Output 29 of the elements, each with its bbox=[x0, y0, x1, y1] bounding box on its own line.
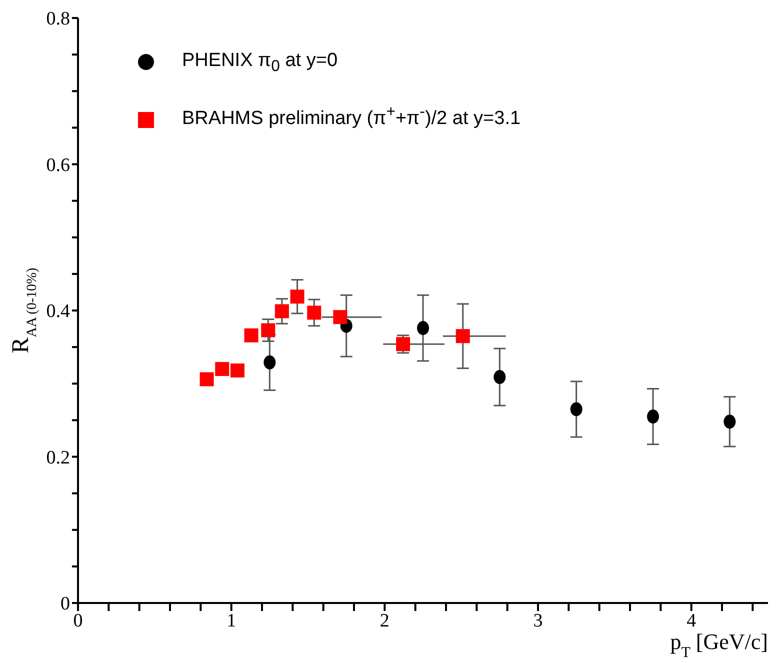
x-axis-title: p$_{T}$ [GeV/c] bbox=[670, 629, 768, 661]
point bbox=[261, 323, 276, 338]
point bbox=[264, 355, 276, 370]
point bbox=[494, 370, 506, 384]
legend-label: PHENIX π$_{0}$ at y=0 bbox=[182, 50, 338, 75]
point bbox=[230, 363, 244, 378]
y-tick-label: 0.6 bbox=[46, 154, 70, 176]
x-tick-label: 2 bbox=[380, 610, 390, 632]
point bbox=[274, 304, 289, 318]
point bbox=[200, 372, 214, 386]
point bbox=[456, 329, 470, 344]
y-tick-label: 0.2 bbox=[46, 447, 70, 468]
point bbox=[724, 414, 736, 429]
point bbox=[333, 310, 348, 324]
point bbox=[244, 328, 258, 342]
x-tick-label: 4 bbox=[686, 610, 697, 632]
point bbox=[647, 410, 659, 424]
y-tick-label: 0 bbox=[60, 594, 70, 615]
point bbox=[290, 290, 304, 304]
legend-label: BRAHMS preliminary (π$^{+}$+π$^{-}$)/2 at y=3.1 bbox=[182, 104, 521, 130]
point bbox=[417, 321, 429, 336]
point bbox=[570, 402, 582, 416]
point bbox=[307, 306, 322, 320]
y-tick-label: 0.4 bbox=[46, 301, 70, 322]
x-tick-label: 1 bbox=[226, 610, 236, 632]
y-tick-label: 0.8 bbox=[46, 8, 70, 30]
point bbox=[215, 362, 230, 376]
point bbox=[396, 337, 410, 352]
x-tick-label: 3 bbox=[533, 610, 543, 632]
